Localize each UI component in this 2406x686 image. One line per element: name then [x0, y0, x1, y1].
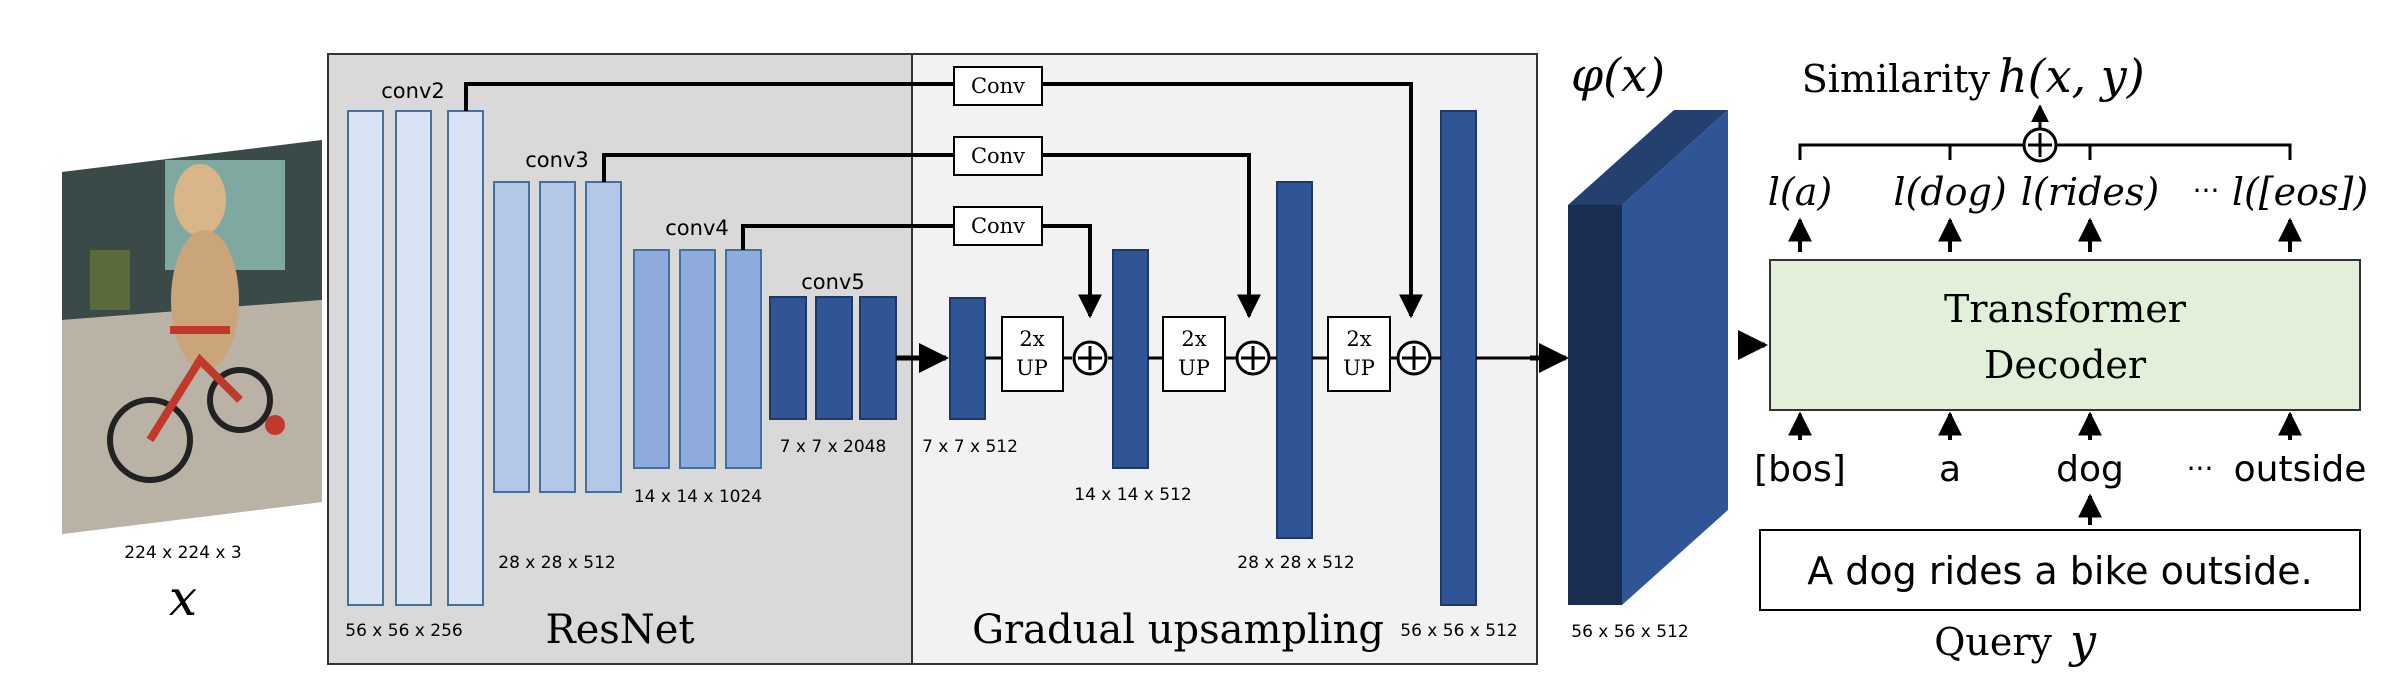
input-var: x [169, 569, 197, 627]
conv-box-2-label: Conv [971, 144, 1025, 168]
output-token-3: l(rides) [2021, 170, 2159, 214]
upsample-dims-1: 7 x 7 x 512 [922, 437, 1018, 457]
upsample-box-1: 2x UP [1001, 316, 1064, 392]
conv4-label: conv4 [665, 216, 729, 240]
conv-box-2: Conv [953, 136, 1043, 176]
conv2-label: conv2 [381, 79, 445, 103]
conv5-dims: 7 x 7 x 2048 [780, 437, 887, 457]
input-dims: 224 x 224 x 3 [124, 543, 241, 563]
conv4-dims: 14 x 14 x 1024 [634, 487, 762, 507]
input-token-4: ··· [2187, 452, 2214, 485]
plus-node-2 [1235, 340, 1271, 376]
decoder-title-line2: Decoder [1984, 343, 2147, 387]
embedding-dims: 56 x 56 x 512 [1571, 622, 1688, 642]
conv3-blocks [493, 181, 622, 493]
decoder-output-arrows [1788, 217, 2302, 252]
query-label: Query [1934, 620, 2052, 664]
output-token-1: l(a) [1768, 170, 1832, 214]
conv3-dims: 28 x 28 x 512 [498, 553, 615, 573]
conv-box-1: Conv [953, 66, 1043, 106]
sum-plus-node [2022, 127, 2058, 163]
output-token-4: ··· [2193, 174, 2220, 207]
conv4-blocks [633, 249, 762, 469]
conv-box-3: Conv [953, 206, 1043, 246]
upsample-box-1-line1: 2x [1019, 327, 1044, 351]
input-token-2: a [1939, 449, 1961, 490]
plus-node-1 [1072, 340, 1108, 376]
input-image [62, 140, 322, 534]
decoder-input-arrows [1788, 411, 2302, 525]
upsample-box-3-line2: UP [1343, 356, 1375, 380]
resnet-title: ResNet [545, 607, 694, 653]
upsample-box-3-line1: 2x [1346, 327, 1371, 351]
similarity-label: Similarity [1802, 57, 1991, 101]
upsample-box-2: 2x UP [1162, 316, 1226, 392]
upsample-box-3: 2x UP [1327, 316, 1391, 392]
similarity-func: h(x, y) [1998, 49, 2145, 103]
transformer-decoder [1769, 259, 2361, 411]
query-text: A dog rides a bike outside. [1807, 549, 2313, 593]
query-box [1759, 529, 2361, 611]
conv5-label: conv5 [801, 270, 865, 294]
skip-connections [464, 82, 1423, 319]
upsample-box-2-line1: 2x [1181, 327, 1206, 351]
upsample-dims-2: 14 x 14 x 512 [1074, 485, 1191, 505]
upsample-box-2-line2: UP [1178, 356, 1210, 380]
plus-node-3 [1396, 340, 1432, 376]
conv2-dims: 56 x 56 x 256 [345, 621, 462, 641]
embedding-label: φ(x) [1571, 48, 1665, 102]
upsampling-title: Gradual upsampling [972, 607, 1384, 653]
upsample-box-1-line2: UP [1016, 356, 1048, 380]
conv-box-3-label: Conv [971, 214, 1025, 238]
embedding-volume [1568, 110, 1728, 605]
input-token-5: outside [2234, 449, 2367, 490]
upsample-dims-4: 56 x 56 x 512 [1400, 621, 1517, 641]
conv-box-1-label: Conv [971, 74, 1025, 98]
query-var: y [2068, 614, 2097, 668]
output-token-5: l([eos]) [2232, 170, 2368, 214]
decoder-title-line1: Transformer [1944, 287, 2187, 331]
conv3-label: conv3 [525, 148, 589, 172]
output-token-2: l(dog) [1893, 170, 2006, 214]
input-token-3: dog [2056, 449, 2124, 490]
conv2-blocks [347, 110, 484, 606]
input-token-1: [bos] [1754, 449, 1846, 490]
conv5-blocks [769, 296, 897, 420]
upsample-dims-3: 28 x 28 x 512 [1237, 553, 1354, 573]
